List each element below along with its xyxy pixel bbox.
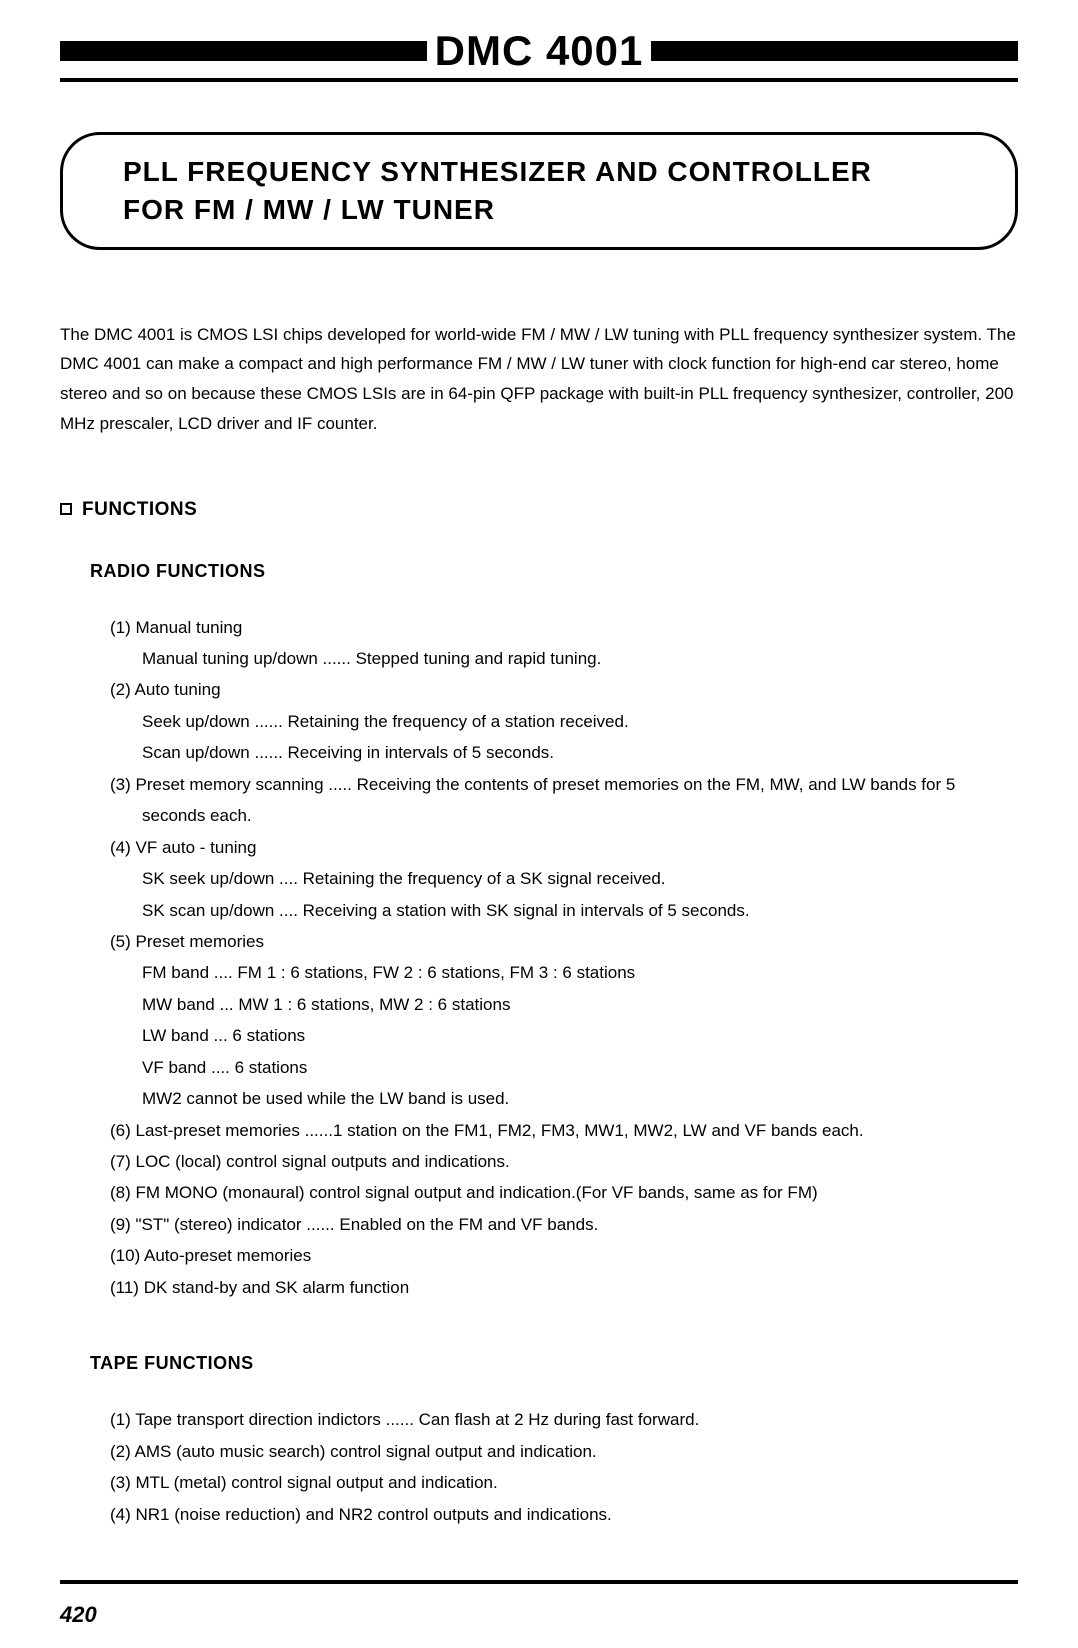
list-item: (11) DK stand-by and SK alarm function — [110, 1272, 1018, 1303]
list-item-cont: FM band .... FM 1 : 6 stations, FW 2 : 6… — [142, 957, 1018, 988]
list-item-cont: Manual tuning up/down ...... Stepped tun… — [142, 643, 1018, 674]
header-bar-right — [651, 41, 1018, 61]
header-band: DMC 4001 — [60, 30, 1018, 72]
list-item: (7) LOC (local) control signal outputs a… — [110, 1146, 1018, 1177]
list-item-cont: MW2 cannot be used while the LW band is … — [142, 1083, 1018, 1114]
list-item-cont: seconds each. — [142, 800, 1018, 831]
tape-functions-heading: TAPE FUNCTIONS — [90, 1353, 1018, 1374]
list-item-cont: LW band ... 6 stations — [142, 1020, 1018, 1051]
intro-paragraph: The DMC 4001 is CMOS LSI chips developed… — [60, 320, 1018, 439]
list-item-cont: SK scan up/down .... Receiving a station… — [142, 895, 1018, 926]
list-item: (3) MTL (metal) control signal output an… — [110, 1467, 1018, 1498]
list-item: (9) "ST" (stereo) indicator ...... Enabl… — [110, 1209, 1018, 1240]
list-item-cont: Seek up/down ...... Retaining the freque… — [142, 706, 1018, 737]
radio-functions-list: (1) Manual tuning Manual tuning up/down … — [110, 612, 1018, 1304]
list-item: (2) AMS (auto music search) control sign… — [110, 1436, 1018, 1467]
title-capsule: PLL FREQUENCY SYNTHESIZER AND CONTROLLER… — [60, 132, 1018, 250]
list-item: (5) Preset memories — [110, 926, 1018, 957]
radio-functions-heading: RADIO FUNCTIONS — [90, 561, 1018, 582]
capsule-line1: PLL FREQUENCY SYNTHESIZER AND CONTROLLER — [123, 153, 975, 191]
list-item-cont: SK seek up/down .... Retaining the frequ… — [142, 863, 1018, 894]
list-item: (8) FM MONO (monaural) control signal ou… — [110, 1177, 1018, 1208]
capsule-line2: FOR FM / MW / LW TUNER — [123, 191, 975, 229]
list-item: (6) Last-preset memories ......1 station… — [110, 1115, 1018, 1146]
square-bullet-icon — [60, 503, 72, 515]
page-number: 420 — [60, 1602, 1018, 1628]
list-item: (1) Tape transport direction indictors .… — [110, 1404, 1018, 1435]
section-functions-label: FUNCTIONS — [82, 499, 197, 520]
list-item-cont: Scan up/down ...... Receiving in interva… — [142, 737, 1018, 768]
list-item: (10) Auto-preset memories — [110, 1240, 1018, 1271]
list-item: (4) VF auto - tuning — [110, 832, 1018, 863]
datasheet-page: DMC 4001 PLL FREQUENCY SYNTHESIZER AND C… — [0, 0, 1078, 1648]
section-functions-heading: FUNCTIONS — [60, 499, 1018, 521]
footer-rule — [60, 1580, 1018, 1584]
list-item: (4) NR1 (noise reduction) and NR2 contro… — [110, 1499, 1018, 1530]
list-item: (3) Preset memory scanning ..... Receivi… — [110, 769, 1018, 800]
list-item-cont: VF band .... 6 stations — [142, 1052, 1018, 1083]
header-underline — [60, 78, 1018, 82]
header-title: DMC 4001 — [427, 30, 652, 72]
tape-functions-list: (1) Tape transport direction indictors .… — [110, 1404, 1018, 1530]
list-item: (2) Auto tuning — [110, 674, 1018, 705]
header-bar-left — [60, 41, 427, 61]
list-item: (1) Manual tuning — [110, 612, 1018, 643]
list-item-cont: MW band ... MW 1 : 6 stations, MW 2 : 6 … — [142, 989, 1018, 1020]
